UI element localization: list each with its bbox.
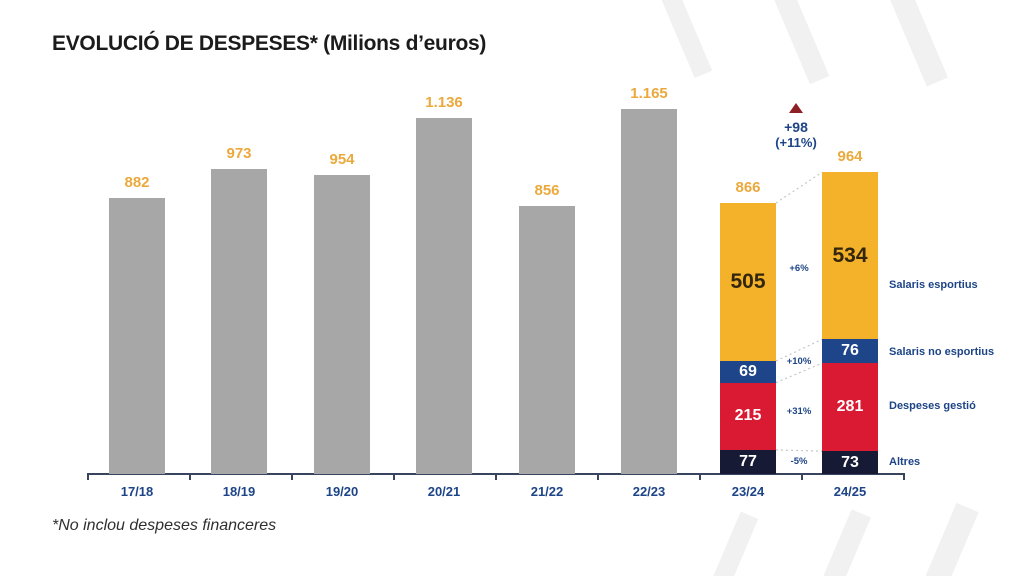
- bar-segment-salaris-esportius-23-24: 505: [720, 202, 776, 361]
- total-increase-annotation: +98 (+11%): [754, 103, 838, 150]
- chart-footnote: *No inclou despeses financeres: [52, 517, 277, 534]
- expense-bar-20-21: [416, 118, 472, 474]
- legend-label-altres: Altres: [889, 456, 921, 468]
- legend-label-despeses-gestio: Despeses gestió: [889, 400, 976, 412]
- category-label-22-23: 22/23: [632, 484, 666, 499]
- category-label-21-22: 21/22: [530, 484, 564, 499]
- category-label-17-18: 17/18: [120, 484, 154, 499]
- expense-bar-22-23: [621, 109, 677, 474]
- expense-bar-19-20: [314, 175, 370, 474]
- legend-label-salaris-no-esportius: Salaris no esportius: [889, 346, 995, 358]
- bar-segment-despeses-gestio-23-24: 215: [720, 382, 776, 450]
- delta-label-despeses-gestio: +31%: [786, 405, 812, 417]
- chart-title: EVOLUCIÓ DE DESPESES* (Milions d’euros): [52, 32, 487, 55]
- delta-label-salaris-no-esportius: +10%: [786, 355, 812, 367]
- bar-segment-salaris-no-esportius-24-25: 76: [822, 339, 878, 364]
- delta-label-altres: -5%: [790, 456, 808, 468]
- category-label-23-24: 23/24: [731, 484, 765, 499]
- category-label-24-25: 24/25: [833, 484, 867, 499]
- expense-bar-18-19: [211, 169, 267, 474]
- bar-total-label-17-18: 882: [124, 173, 150, 191]
- bar-segment-salaris-no-esportius-23-24: 69: [720, 361, 776, 383]
- increase-percent: (+11%): [775, 135, 817, 150]
- bar-segment-altres-23-24: 77: [720, 449, 776, 474]
- bar-segment-altres-24-25: 73: [822, 451, 878, 474]
- x-axis-tick: [699, 473, 701, 480]
- x-axis-tick: [495, 473, 497, 480]
- bar-total-label-18-19: 973: [226, 145, 252, 163]
- expense-bar-17-18: [109, 197, 165, 474]
- bar-segment-salaris-esportius-24-25: 534: [822, 172, 878, 340]
- bar-total-label-22-23: 1.165: [630, 85, 668, 103]
- bar-total-label-24-25: 964: [837, 148, 863, 166]
- expense-bar-21-22: [519, 206, 575, 474]
- bar-total-label-19-20: 954: [329, 151, 355, 169]
- x-axis-tick: [903, 473, 905, 480]
- x-axis-tick: [189, 473, 191, 480]
- category-label-20-21: 20/21: [427, 484, 461, 499]
- x-axis-tick: [87, 473, 89, 480]
- bar-segment-despeses-gestio-24-25: 281: [822, 363, 878, 452]
- increase-triangle-icon: [789, 103, 803, 113]
- bar-total-label-23-24: 866: [735, 178, 761, 196]
- x-axis-tick: [393, 473, 395, 480]
- bar-total-label-20-21: 1.136: [425, 94, 463, 112]
- category-label-19-20: 19/20: [325, 484, 359, 499]
- x-axis-tick: [291, 473, 293, 480]
- legend-label-salaris-esportius: Salaris esportius: [889, 279, 978, 291]
- delta-label-salaris-esportius: +6%: [789, 262, 809, 274]
- x-axis-tick: [597, 473, 599, 480]
- bar-total-label-21-22: 856: [534, 182, 560, 200]
- x-axis-tick: [801, 473, 803, 480]
- increase-value: +98: [784, 119, 808, 135]
- category-label-18-19: 18/19: [222, 484, 256, 499]
